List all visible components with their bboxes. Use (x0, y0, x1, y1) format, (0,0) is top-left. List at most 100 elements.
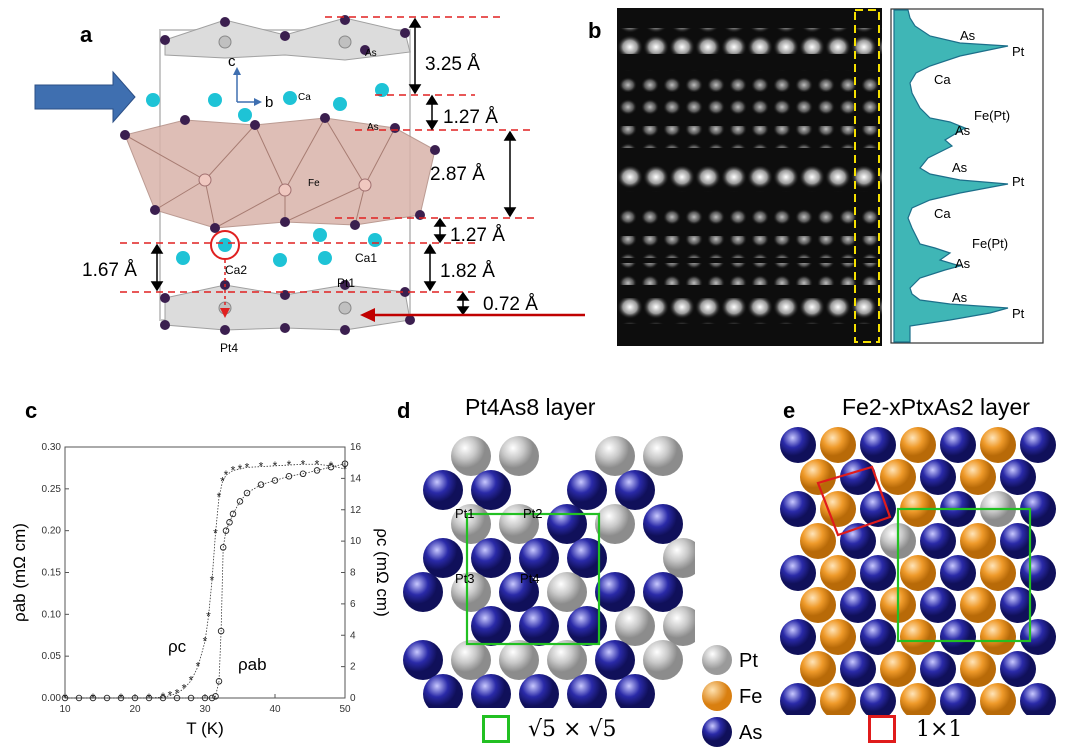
rho-ab-point (222, 527, 230, 534)
pt-atom (499, 640, 539, 680)
as-atom (471, 606, 511, 646)
rho-c-point: * (196, 660, 201, 674)
cell-e-label: 1×1 (916, 716, 963, 742)
as-atom (519, 538, 559, 578)
panel-label-c: c (25, 398, 38, 423)
rho-c-point: * (224, 468, 229, 482)
ca-atoms (146, 83, 389, 267)
axis-b-label: b (265, 94, 273, 111)
rho-c-point: * (231, 464, 236, 478)
rho-c-point: * (210, 573, 215, 587)
fe-atom (960, 651, 996, 687)
x-tick-label: 20 (129, 704, 141, 715)
fe-atom (800, 523, 836, 559)
rho-c-point: * (119, 691, 124, 705)
stem-image (617, 8, 882, 346)
annotation-rho-ab: ρab (238, 655, 267, 674)
cell-d-legend: √5 × √5 (482, 715, 616, 743)
y-right-tick-label: 14 (350, 473, 362, 484)
profile-region-box (854, 9, 880, 343)
as-atom (567, 538, 607, 578)
rho-c-point: * (315, 457, 320, 471)
x-tick-label: 50 (339, 704, 351, 715)
rho-c-point: * (329, 459, 334, 473)
rho-ab-point (217, 627, 225, 635)
as-atom (643, 572, 683, 612)
rho-ab-point (173, 694, 181, 702)
rho-ab-point (285, 473, 293, 480)
fe-atom (820, 619, 856, 655)
label-as-top: As (365, 48, 377, 59)
as-atom (567, 606, 607, 646)
legend: Pt Fe As (702, 645, 762, 747)
cell-d-label: √5 × √5 (528, 716, 617, 742)
pt-atom (663, 606, 695, 646)
rho-ab-point (327, 463, 335, 471)
as-atom (780, 619, 816, 655)
pt-atom (547, 640, 587, 680)
fe-atom (900, 619, 936, 655)
distance-1: 3.25 Å (425, 54, 480, 75)
as-atom (471, 470, 511, 510)
as-atom (1020, 683, 1056, 715)
y-right-tick-label: 8 (350, 568, 356, 579)
profile-label-11: As (952, 290, 968, 305)
as-atom (840, 587, 876, 623)
x-axis-label: T (K) (186, 719, 223, 738)
legend-pt-label: Pt (739, 650, 758, 672)
fe-atom (980, 683, 1016, 715)
as-atom (940, 683, 976, 715)
fe-atom (900, 683, 936, 715)
rho-ab-point (313, 467, 321, 474)
panel-d-title: Pt4As8 layer (465, 394, 595, 421)
sqrt5-cell-e (896, 507, 1032, 643)
unit-1x1-cell (816, 465, 892, 537)
rho-c-point: * (259, 460, 264, 474)
fe-atom (900, 555, 936, 591)
pt-atom (499, 436, 539, 476)
fe-atom (880, 651, 916, 687)
series-line-circle (65, 463, 346, 699)
pt-site-label: Pt4 (520, 571, 540, 586)
as-atom (780, 491, 816, 527)
as-atom (860, 683, 896, 715)
cell-e-legend: 1×1 (868, 715, 962, 743)
rho-c-point: * (189, 674, 194, 688)
as-atom (547, 504, 587, 544)
as-atom (1000, 587, 1036, 623)
x-tick-label: 30 (199, 704, 211, 715)
annotation-rho-c: ρc (168, 637, 187, 656)
label-pt4: Pt4 (220, 341, 238, 355)
incident-arrow-icon (34, 70, 136, 124)
y-right-tick-label: 10 (350, 536, 362, 547)
rho-c-point: * (182, 682, 187, 696)
y-right-tick-label: 16 (350, 442, 362, 453)
as-atom (840, 459, 876, 495)
y-left-tick-label: 0.30 (42, 442, 62, 453)
fe-atom (880, 459, 916, 495)
distance-6: 0.72 Å (483, 294, 538, 315)
panel-e-title: Fe2-xPtxAs2 layer (842, 394, 1030, 421)
rho-c-point: * (217, 490, 222, 504)
as-atom (499, 572, 539, 612)
rho-ab-point (208, 694, 216, 702)
rho-ab-point (236, 498, 244, 505)
as-atom (403, 640, 443, 680)
rho-ab-point (187, 694, 195, 702)
rho-c-point: * (301, 457, 306, 471)
label-ca: Ca (298, 92, 311, 103)
as-atom (920, 651, 956, 687)
as-atom (595, 572, 635, 612)
as-atom (615, 470, 655, 510)
fe-atom (980, 555, 1016, 591)
pt-atom (595, 436, 635, 476)
legend-as-icon (702, 717, 732, 747)
pt-site-label: Pt3 (455, 571, 475, 586)
rho-ab-point (243, 489, 251, 497)
rho-ab-point (61, 694, 69, 702)
rho-c-point: * (273, 459, 278, 473)
fe-atom (900, 427, 936, 463)
as-atom (423, 674, 463, 708)
y-right-tick-label: 12 (350, 505, 362, 516)
label-pt1: Pt1 (337, 276, 355, 290)
